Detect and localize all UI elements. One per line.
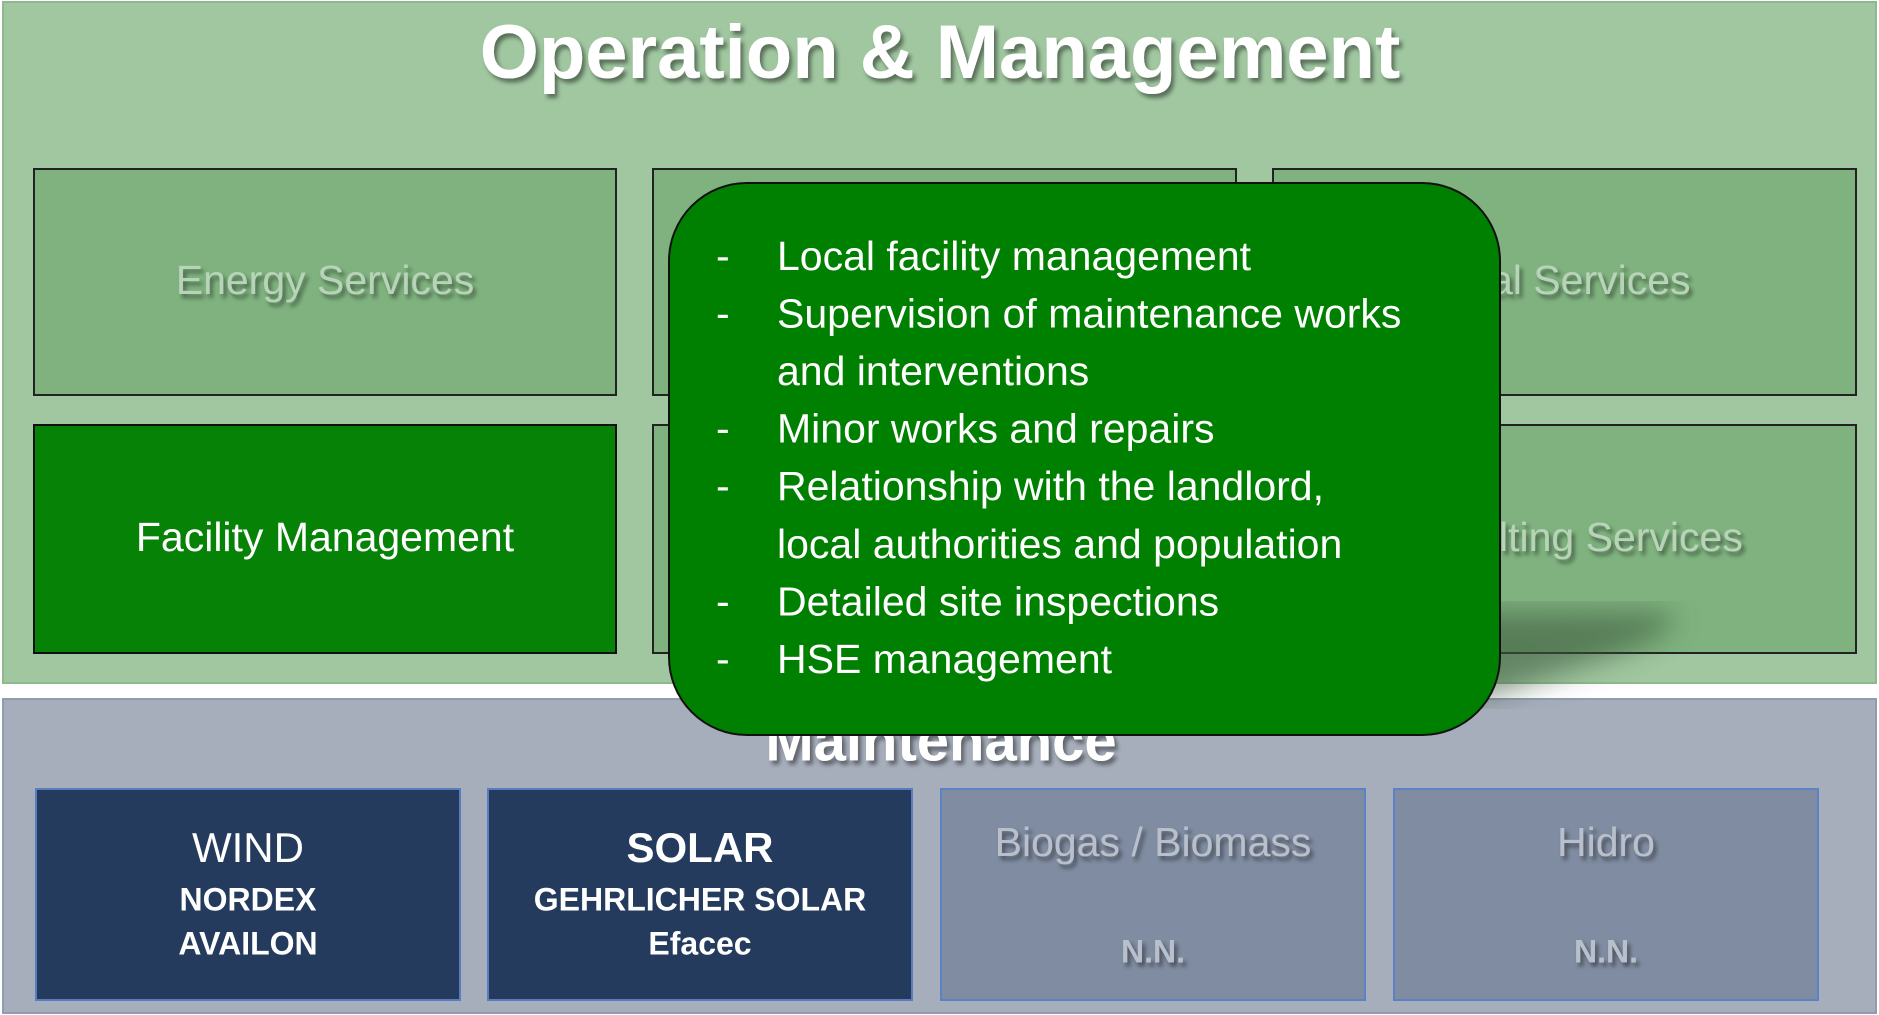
tech-box xyxy=(35,788,461,1001)
tech-provider: AVAILON xyxy=(178,925,317,961)
popup-item: Relationship with the landlord, xyxy=(777,463,1324,509)
tech-box xyxy=(940,788,1366,1001)
popup-item: Local facility management xyxy=(777,233,1252,279)
tech-title: WIND xyxy=(192,824,304,871)
bullet: - xyxy=(716,233,730,279)
popup-item: Detailed site inspections xyxy=(777,578,1219,624)
bullet: - xyxy=(716,290,730,336)
tech-box xyxy=(1393,788,1819,1001)
tech-provider: Efacec xyxy=(648,925,751,961)
service-box-active xyxy=(33,424,617,654)
popup-item: and interventions xyxy=(777,348,1089,394)
tech-provider: N.N. xyxy=(1121,933,1185,969)
bullet: - xyxy=(716,406,730,452)
tech-provider: GEHRLICHER SOLAR xyxy=(534,881,866,917)
box-label: Energy Services xyxy=(176,257,475,303)
box-label: Facility Management xyxy=(136,514,515,560)
bullet: - xyxy=(716,578,730,624)
om-title: Operation & Management xyxy=(480,10,1401,95)
bullet: - xyxy=(716,636,730,682)
popup-item: Minor works and repairs xyxy=(777,406,1215,452)
tech-provider: N.N. xyxy=(1574,933,1638,969)
tech-provider: NORDEX xyxy=(180,881,318,917)
maintenance-boxes: WIND NORDEX AVAILON SOLAR GEHRLICHER SOLAR Ef… xyxy=(35,788,1819,1001)
box-label: al Services xyxy=(1490,257,1691,303)
service-box xyxy=(33,168,617,396)
popup-item: local authorities and population xyxy=(777,521,1342,567)
tech-box xyxy=(487,788,913,1001)
popup xyxy=(668,182,1501,736)
popup-list: - Local facility management - Supervision o… xyxy=(716,233,1401,682)
bullet: - xyxy=(716,463,730,509)
tech-title: Biogas / Biomass xyxy=(995,819,1312,865)
tech-title: SOLAR xyxy=(627,824,774,871)
box-label: lting Services xyxy=(1499,514,1743,560)
tech-title: Hidro xyxy=(1557,819,1655,865)
popup-item: HSE management xyxy=(777,636,1113,682)
popup-item: Supervision of maintenance works xyxy=(777,290,1401,336)
